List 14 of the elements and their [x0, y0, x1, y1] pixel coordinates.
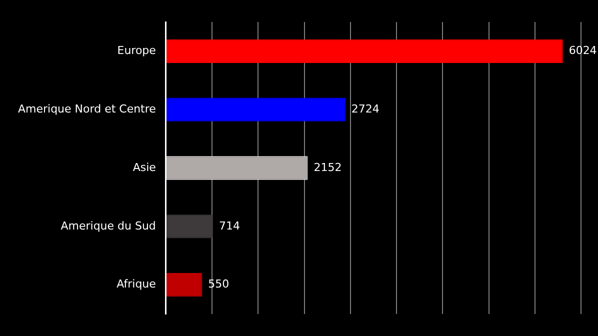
bar	[166, 214, 213, 238]
data-label: 6024	[568, 44, 597, 58]
data-label: 550	[208, 278, 230, 291]
data-label: 714	[218, 219, 240, 232]
bar	[166, 39, 563, 64]
y-tick-label: Amerique Nord et Centre	[18, 102, 156, 116]
y-tick-label: Europe	[117, 44, 156, 58]
bar	[166, 272, 202, 297]
data-label: 2152	[314, 160, 342, 174]
data-label: 2724	[351, 102, 380, 116]
y-tick-label: Afrique	[116, 278, 156, 291]
bar	[166, 98, 346, 122]
y-tick-label: Asie	[132, 160, 156, 174]
y-tick-label: Amerique du Sud	[60, 219, 156, 232]
